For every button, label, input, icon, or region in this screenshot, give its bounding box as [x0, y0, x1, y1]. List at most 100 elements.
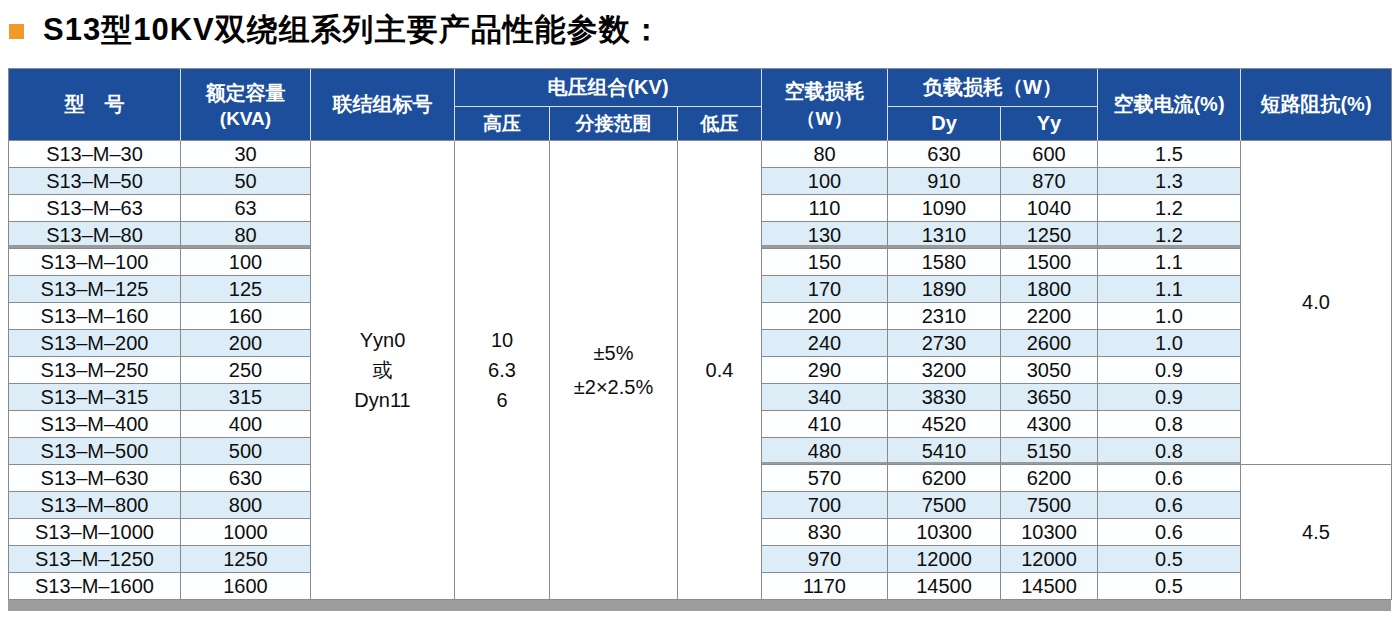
cell-capacity: 315: [181, 384, 311, 411]
col-header-voltage-group: 电压组合(KV): [455, 69, 762, 107]
cell-load-loss-dy: 2310: [888, 303, 1001, 330]
cell-tap-range-line: ±5%: [550, 336, 677, 370]
cell-high-voltage-line: 6: [455, 385, 549, 415]
cell-capacity: 630: [181, 465, 311, 492]
cell-connection-group-line: Dyn11: [311, 385, 454, 415]
table-header: 型 号 额定容量 (KVA) 联结组标号 电压组合(KV) 空载损耗 （W） 负…: [9, 69, 1392, 141]
cell-model: S13–M–80: [9, 222, 181, 249]
cell-model: S13–M–500: [9, 438, 181, 465]
table-body: S13–M–3030Yyn0或Dyn11106.36±5%±2×2.5%0.48…: [9, 141, 1392, 600]
cell-noload-loss: 170: [762, 276, 888, 303]
col-header-capacity-line1: 额定容量: [181, 80, 310, 107]
cell-model: S13–M–315: [9, 384, 181, 411]
cell-capacity: 50: [181, 168, 311, 195]
cell-capacity: 100: [181, 249, 311, 276]
title-row: S13型10KV双绕组系列主要产品性能参数：: [0, 0, 1399, 60]
cell-model: S13–M–1250: [9, 546, 181, 573]
cell-high-voltage-line: 10: [455, 325, 549, 355]
cell-noload-loss: 200: [762, 303, 888, 330]
cell-noload-current: 0.9: [1098, 384, 1241, 411]
cell-connection-group-line: Yyn0: [311, 325, 454, 355]
cell-capacity: 125: [181, 276, 311, 303]
cell-noload-loss: 150: [762, 249, 888, 276]
cell-load-loss-dy: 1310: [888, 222, 1001, 249]
cell-model: S13–M–200: [9, 330, 181, 357]
spec-table: 型 号 额定容量 (KVA) 联结组标号 电压组合(KV) 空载损耗 （W） 负…: [8, 68, 1392, 600]
cell-load-loss-yy: 7500: [1001, 492, 1098, 519]
cell-capacity: 1000: [181, 519, 311, 546]
page-title: S13型10KV双绕组系列主要产品性能参数：: [43, 9, 663, 51]
cell-connection-group: Yyn0或Dyn11: [311, 141, 455, 600]
cell-capacity: 200: [181, 330, 311, 357]
cell-noload-current: 1.3: [1098, 168, 1241, 195]
cell-capacity: 30: [181, 141, 311, 168]
cell-noload-current: 0.8: [1098, 411, 1241, 438]
cell-capacity: 63: [181, 195, 311, 222]
cell-model: S13–M–125: [9, 276, 181, 303]
cell-load-loss-dy: 7500: [888, 492, 1001, 519]
cell-impedance: 4.5: [1241, 465, 1392, 600]
bottom-divider-bar: [8, 600, 1391, 611]
cell-noload-loss: 410: [762, 411, 888, 438]
cell-noload-current: 1.0: [1098, 303, 1241, 330]
cell-load-loss-yy: 1500: [1001, 249, 1098, 276]
cell-noload-loss: 970: [762, 546, 888, 573]
cell-load-loss-yy: 870: [1001, 168, 1098, 195]
cell-capacity: 160: [181, 303, 311, 330]
cell-noload-loss: 100: [762, 168, 888, 195]
cell-load-loss-dy: 1580: [888, 249, 1001, 276]
cell-load-loss-dy: 3830: [888, 384, 1001, 411]
cell-noload-loss: 130: [762, 222, 888, 249]
cell-noload-current: 1.1: [1098, 276, 1241, 303]
cell-model: S13–M–630: [9, 465, 181, 492]
cell-noload-current: 1.5: [1098, 141, 1241, 168]
cell-model: S13–M–800: [9, 492, 181, 519]
cell-noload-current: 0.6: [1098, 492, 1241, 519]
cell-connection-group-line: 或: [311, 355, 454, 385]
cell-noload-current: 1.2: [1098, 195, 1241, 222]
cell-load-loss-yy: 1800: [1001, 276, 1098, 303]
cell-load-loss-yy: 2600: [1001, 330, 1098, 357]
cell-model: S13–M–50: [9, 168, 181, 195]
col-header-lv: 低压: [678, 107, 762, 141]
cell-capacity: 400: [181, 411, 311, 438]
col-header-capacity-line2: (KVA): [181, 108, 310, 130]
cell-noload-current: 1.2: [1098, 222, 1241, 249]
cell-noload-current: 0.5: [1098, 573, 1241, 600]
cell-model: S13–M–100: [9, 249, 181, 276]
cell-low-voltage: 0.4: [678, 141, 762, 600]
cell-noload-loss: 290: [762, 357, 888, 384]
cell-impedance: 4.0: [1241, 141, 1392, 465]
cell-load-loss-dy: 1890: [888, 276, 1001, 303]
cell-load-loss-dy: 5410: [888, 438, 1001, 465]
col-header-hv: 高压: [455, 107, 550, 141]
cell-noload-loss: 240: [762, 330, 888, 357]
cell-load-loss-yy: 10300: [1001, 519, 1098, 546]
cell-load-loss-yy: 1040: [1001, 195, 1098, 222]
cell-load-loss-dy: 4520: [888, 411, 1001, 438]
col-header-load-loss: 负载损耗（W）: [888, 69, 1098, 107]
page: S13型10KV双绕组系列主要产品性能参数： 型 号 额定容量 (KVA) 联结…: [0, 0, 1399, 632]
cell-noload-loss: 1170: [762, 573, 888, 600]
cell-capacity: 1600: [181, 573, 311, 600]
col-header-dy: Dy: [888, 107, 1001, 141]
cell-load-loss-dy: 910: [888, 168, 1001, 195]
cell-model: S13–M–1600: [9, 573, 181, 600]
cell-noload-current: 0.6: [1098, 465, 1241, 492]
cell-high-voltage-line: 6.3: [455, 355, 549, 385]
table-row: S13–M–3030Yyn0或Dyn11106.36±5%±2×2.5%0.48…: [9, 141, 1392, 168]
cell-model: S13–M–160: [9, 303, 181, 330]
header-row-1: 型 号 额定容量 (KVA) 联结组标号 电压组合(KV) 空载损耗 （W） 负…: [9, 69, 1392, 107]
cell-load-loss-yy: 3050: [1001, 357, 1098, 384]
col-header-capacity: 额定容量 (KVA): [181, 69, 311, 141]
cell-load-loss-dy: 10300: [888, 519, 1001, 546]
cell-load-loss-yy: 600: [1001, 141, 1098, 168]
cell-noload-current: 0.8: [1098, 438, 1241, 465]
col-header-yy: Yy: [1001, 107, 1098, 141]
cell-model: S13–M–1000: [9, 519, 181, 546]
cell-load-loss-yy: 1250: [1001, 222, 1098, 249]
cell-load-loss-dy: 2730: [888, 330, 1001, 357]
col-header-noload-loss-line1: 空载损耗: [762, 78, 887, 105]
cell-noload-loss: 340: [762, 384, 888, 411]
cell-noload-loss: 80: [762, 141, 888, 168]
